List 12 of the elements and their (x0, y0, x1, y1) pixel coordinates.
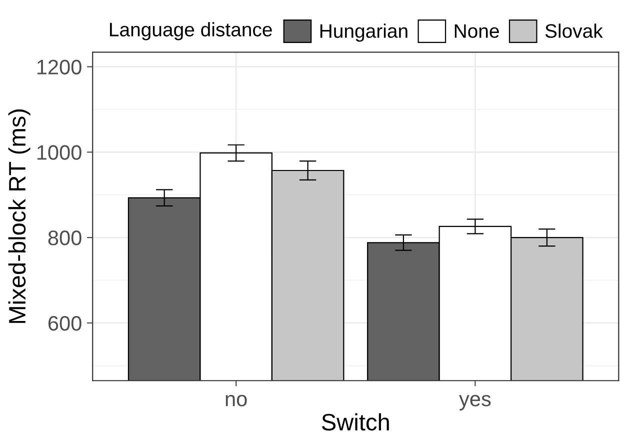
x-axis-title: Switch (322, 413, 389, 431)
legend-label: Hungarian (320, 24, 408, 42)
y-tick-label: 1200 (37, 60, 82, 74)
legend-label: Slovak (545, 24, 603, 38)
legend-title: Language distance (110, 22, 272, 40)
x-tick-label: no (226, 394, 247, 406)
x-tick-label: yes (459, 394, 491, 410)
legend-label: None (454, 24, 499, 38)
y-tick-label: 600 (48, 316, 82, 331)
y-tick-label: 1000 (37, 145, 82, 160)
y-axis-title: Mixed-block RT (ms) (8, 109, 30, 323)
y-tick-label: 800 (48, 230, 82, 246)
